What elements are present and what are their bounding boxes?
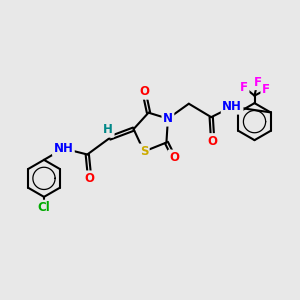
Text: H: H	[103, 123, 113, 136]
Text: F: F	[254, 76, 262, 89]
Text: F: F	[262, 83, 270, 96]
Text: NH: NH	[53, 142, 73, 155]
Text: O: O	[85, 172, 95, 185]
Text: NH: NH	[222, 100, 242, 113]
Text: O: O	[139, 85, 149, 98]
Text: Cl: Cl	[38, 201, 50, 214]
Text: O: O	[208, 134, 218, 148]
Text: O: O	[169, 151, 179, 164]
Text: N: N	[163, 112, 173, 125]
Text: S: S	[140, 145, 148, 158]
Text: F: F	[240, 81, 248, 94]
